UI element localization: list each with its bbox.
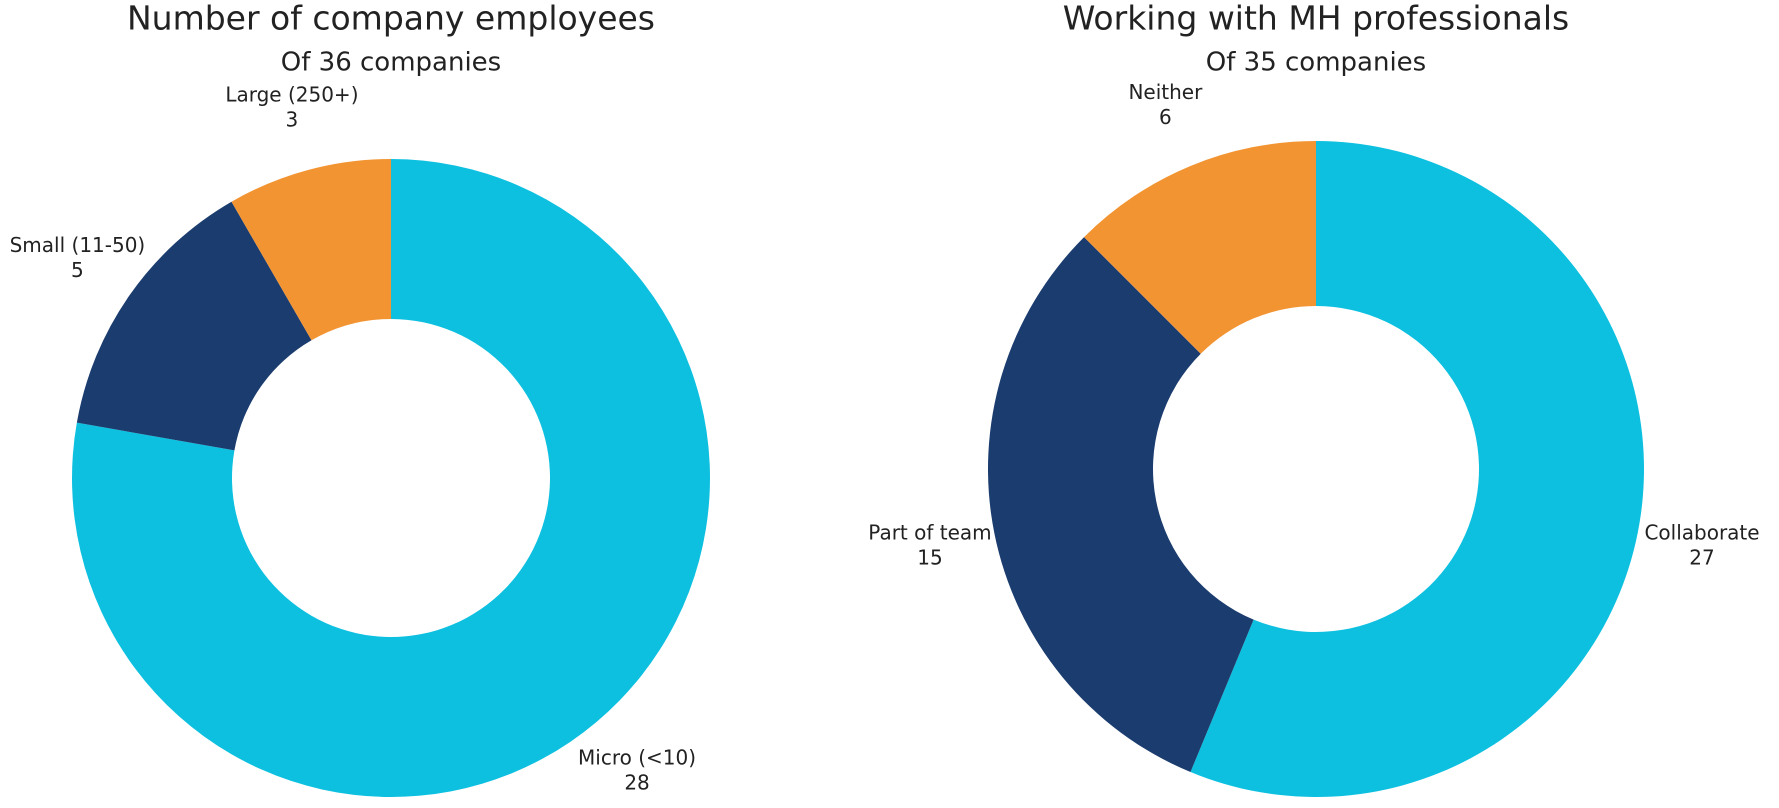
- slice-value: 27: [1689, 545, 1714, 569]
- slice-label: Collaborate: [1644, 520, 1759, 544]
- slice-value: 3: [286, 108, 299, 132]
- chart-subtitle: Of 36 companies: [281, 48, 501, 78]
- donut-slice: [76, 201, 312, 451]
- slice-label: Neither: [1128, 80, 1203, 104]
- slice-value: 6: [1159, 105, 1172, 129]
- donut-slice: [1190, 141, 1645, 797]
- donut-slice: [1084, 141, 1316, 354]
- slice-label: Large (250+): [225, 83, 358, 107]
- donut-slice: [987, 237, 1254, 773]
- slice-label: Micro (<10): [578, 746, 696, 770]
- donut-slice: [231, 159, 391, 341]
- chart-subtitle: Of 35 companies: [1206, 48, 1426, 78]
- slice-value: 5: [71, 258, 84, 282]
- chart-title: Number of company employees: [127, 0, 655, 38]
- slice-value: 28: [624, 771, 649, 795]
- chart-title: Working with MH professionals: [1063, 0, 1570, 38]
- slice-label: Part of team: [868, 520, 991, 544]
- slice-label: Small (11-50): [10, 233, 146, 257]
- slice-value: 15: [917, 545, 942, 569]
- donut-slice: [71, 159, 710, 798]
